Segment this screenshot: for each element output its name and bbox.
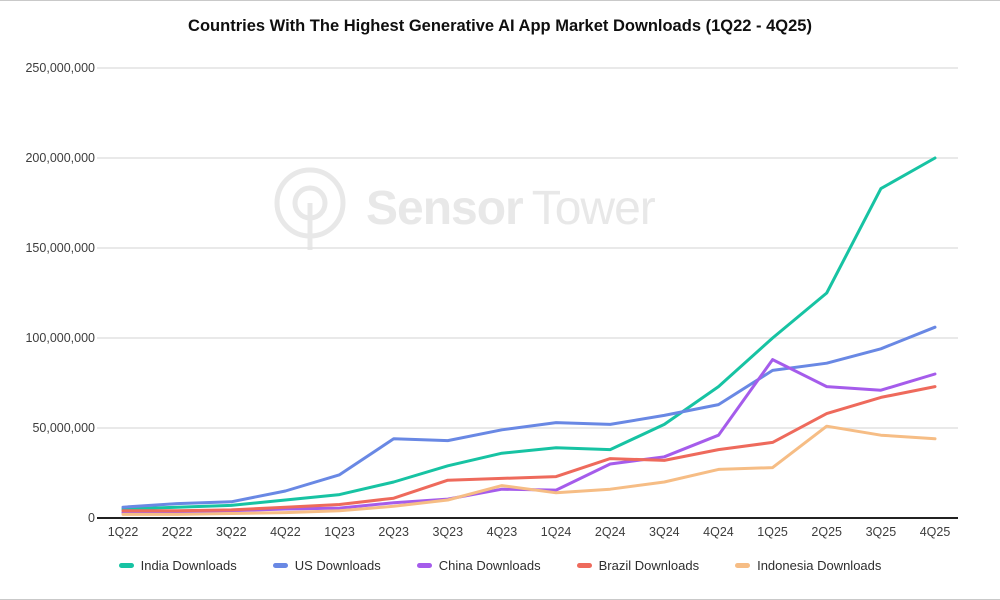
legend-label: India Downloads <box>140 558 237 573</box>
y-axis-label: 200,000,000 <box>25 151 95 165</box>
chart-title: Countries With The Highest Generative AI… <box>188 17 812 35</box>
legend-item: India Downloads <box>118 558 237 573</box>
legend-swatch <box>272 563 288 568</box>
watermark: Sensor Tower <box>272 165 656 253</box>
x-axis-label: 4Q25 <box>919 525 951 539</box>
legend: India Downloads US Downloads China Downloa… <box>0 558 1000 573</box>
watermark-text-bold: Sensor <box>366 182 524 235</box>
sensor-tower-logo-icon <box>274 167 346 250</box>
legend-item: China Downloads <box>416 558 541 573</box>
x-axis-label: 1Q23 <box>324 525 355 539</box>
legend-item: Indonesia Downloads <box>735 558 881 573</box>
x-axis-label: 2Q25 <box>811 525 843 539</box>
series-line-india-downloads <box>121 156 937 511</box>
series-line-brazil-downloads <box>121 385 937 513</box>
x-axis-label: 1Q25 <box>757 525 788 539</box>
watermark-text: Sensor Tower <box>366 182 656 235</box>
x-axis-label: 4Q24 <box>703 525 734 539</box>
y-axis-label: 250,000,000 <box>25 61 95 75</box>
x-axis-label: 3Q25 <box>865 525 897 539</box>
x-axis-label: 1Q22 <box>107 525 139 539</box>
y-axis-label: 0 <box>88 511 95 525</box>
legend-label: Brazil Downloads <box>598 558 700 573</box>
x-axis-label: 4Q23 <box>486 525 518 539</box>
y-axis-label: 150,000,000 <box>25 241 95 255</box>
x-axis-label: 2Q22 <box>161 525 193 539</box>
legend-swatch <box>735 563 751 568</box>
legend-label: US Downloads <box>294 558 381 573</box>
y-axis-label: 50,000,000 <box>32 421 95 435</box>
series-line-us-downloads <box>121 325 937 509</box>
y-axis-labels: 0 50,000,000 100,000,000 150,000,000 200,000… <box>0 1 95 599</box>
x-axis-label: 3Q23 <box>432 525 464 539</box>
x-axis-label: 2Q24 <box>594 525 626 539</box>
legend-item: US Downloads <box>272 558 381 573</box>
legend-swatch <box>416 563 432 568</box>
watermark-text-light: Tower <box>531 182 656 235</box>
x-axis-label: 1Q24 <box>540 525 572 539</box>
x-axis-label: 3Q24 <box>649 525 680 539</box>
x-axis-label: 4Q22 <box>270 525 301 539</box>
legend-label: China Downloads <box>438 558 541 573</box>
series-line-indonesia-downloads <box>121 424 937 516</box>
x-axis-label: 3Q22 <box>215 525 247 539</box>
legend-item: Brazil Downloads <box>576 558 700 573</box>
y-axis-label: 100,000,000 <box>25 331 95 345</box>
x-axis-label: 2Q23 <box>378 525 409 539</box>
legend-swatch <box>118 563 134 568</box>
legend-swatch <box>576 563 592 568</box>
legend-label: Indonesia Downloads <box>757 558 882 573</box>
